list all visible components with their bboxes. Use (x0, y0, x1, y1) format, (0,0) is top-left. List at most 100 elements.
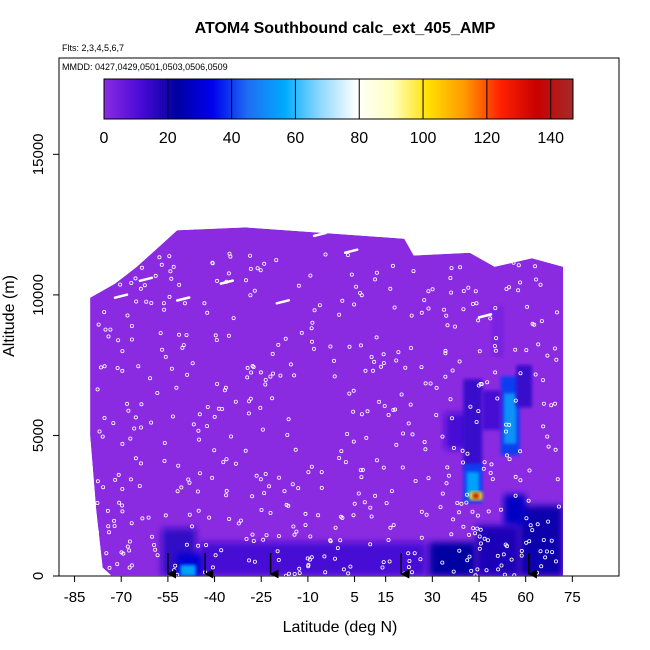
sample-marker (553, 401, 558, 406)
sample-marker (210, 565, 215, 570)
sample-marker (504, 286, 509, 291)
feature-cell (491, 306, 504, 357)
sample-marker (292, 532, 297, 537)
sample-marker (210, 475, 215, 480)
sample-marker (303, 523, 308, 528)
sample-marker (470, 301, 475, 306)
sample-marker (550, 550, 555, 555)
sample-marker (129, 337, 134, 342)
sample-marker (545, 434, 550, 439)
colorbar-tick-label: 20 (159, 130, 177, 147)
sample-marker (116, 338, 121, 343)
sample-marker (205, 404, 210, 409)
sample-marker (238, 518, 243, 523)
sample-marker (368, 542, 373, 547)
sample-marker (413, 478, 418, 483)
sample-marker (176, 463, 181, 468)
feature-cell (463, 379, 483, 470)
feature-cell (503, 393, 517, 444)
sample-marker (530, 321, 535, 326)
sample-marker (322, 554, 327, 559)
sample-marker (276, 558, 281, 563)
sample-marker (258, 268, 263, 273)
profile-arrows (166, 553, 537, 579)
sample-marker (196, 437, 201, 442)
sample-marker (105, 508, 110, 513)
flight-leg (418, 237, 434, 243)
sample-marker (409, 313, 414, 318)
sample-marker (472, 531, 477, 536)
sample-marker (423, 447, 428, 452)
colorbar-gradient (103, 78, 574, 120)
sample-marker (258, 477, 263, 482)
sample-marker (459, 501, 464, 506)
sample-marker (233, 399, 238, 404)
sample-marker (129, 521, 134, 526)
sample-marker (509, 557, 514, 562)
sample-marker (246, 411, 251, 416)
sample-marker (423, 381, 428, 386)
sample-marker (176, 332, 181, 337)
feature-cell (472, 493, 479, 499)
sample-marker (120, 368, 125, 373)
sample-marker (430, 287, 435, 292)
sample-marker (263, 382, 268, 387)
sample-marker (461, 288, 466, 293)
y-axis: 0 5000 10000 15000 (30, 133, 59, 580)
y-tick-label: 10000 (30, 274, 47, 316)
sample-marker (259, 507, 264, 512)
sample-marker (410, 432, 415, 437)
sample-marker (283, 573, 288, 576)
sample-marker (214, 337, 219, 342)
y-tick-label: 0 (30, 572, 47, 580)
sample-marker (341, 567, 346, 572)
sample-marker (536, 342, 541, 347)
sample-marker (406, 421, 411, 426)
sample-marker (533, 264, 538, 269)
sample-marker (215, 381, 220, 386)
sample-marker (142, 283, 147, 288)
sample-marker (297, 566, 302, 571)
sample-marker (473, 289, 478, 294)
sample-marker (189, 524, 194, 529)
sample-marker (127, 548, 132, 553)
sample-marker (196, 543, 201, 548)
y-axis-label: Altitude (m) (1, 275, 18, 357)
sample-marker (451, 445, 456, 450)
sample-marker (484, 568, 489, 573)
feature-cell (466, 472, 479, 498)
x-axis-label: Latitude (deg N) (283, 619, 398, 636)
sample-marker (485, 538, 490, 543)
colorbar-tick-label: 100 (410, 130, 437, 147)
data-field (90, 227, 563, 576)
sample-marker (319, 485, 324, 490)
sample-marker (528, 523, 533, 528)
sample-marker (443, 348, 448, 353)
feature-cell (519, 505, 563, 576)
sample-marker (518, 280, 523, 285)
sample-marker (506, 285, 511, 290)
sample-marker (400, 465, 405, 470)
sample-marker (276, 534, 281, 539)
sample-marker (422, 439, 427, 444)
sample-marker (374, 458, 379, 463)
sample-marker (197, 412, 202, 417)
sample-marker (399, 392, 404, 397)
sample-marker (261, 537, 266, 542)
sample-marker (534, 277, 539, 282)
x-tick-label: 75 (564, 589, 581, 606)
sample-marker (381, 352, 386, 357)
sample-marker (107, 565, 112, 570)
flight-leg (175, 296, 191, 302)
sample-marker (99, 365, 104, 370)
colorbar-tick-label: 60 (287, 130, 305, 147)
sample-marker (290, 482, 295, 487)
sample-marker (228, 434, 233, 439)
sample-marker (328, 344, 333, 349)
sample-marker (481, 466, 486, 471)
sample-marker (468, 404, 473, 409)
sample-marker (466, 532, 471, 537)
sample-marker (296, 283, 301, 288)
colorbar-tick-label: 140 (537, 130, 564, 147)
y-tick-label: 5000 (30, 419, 47, 452)
